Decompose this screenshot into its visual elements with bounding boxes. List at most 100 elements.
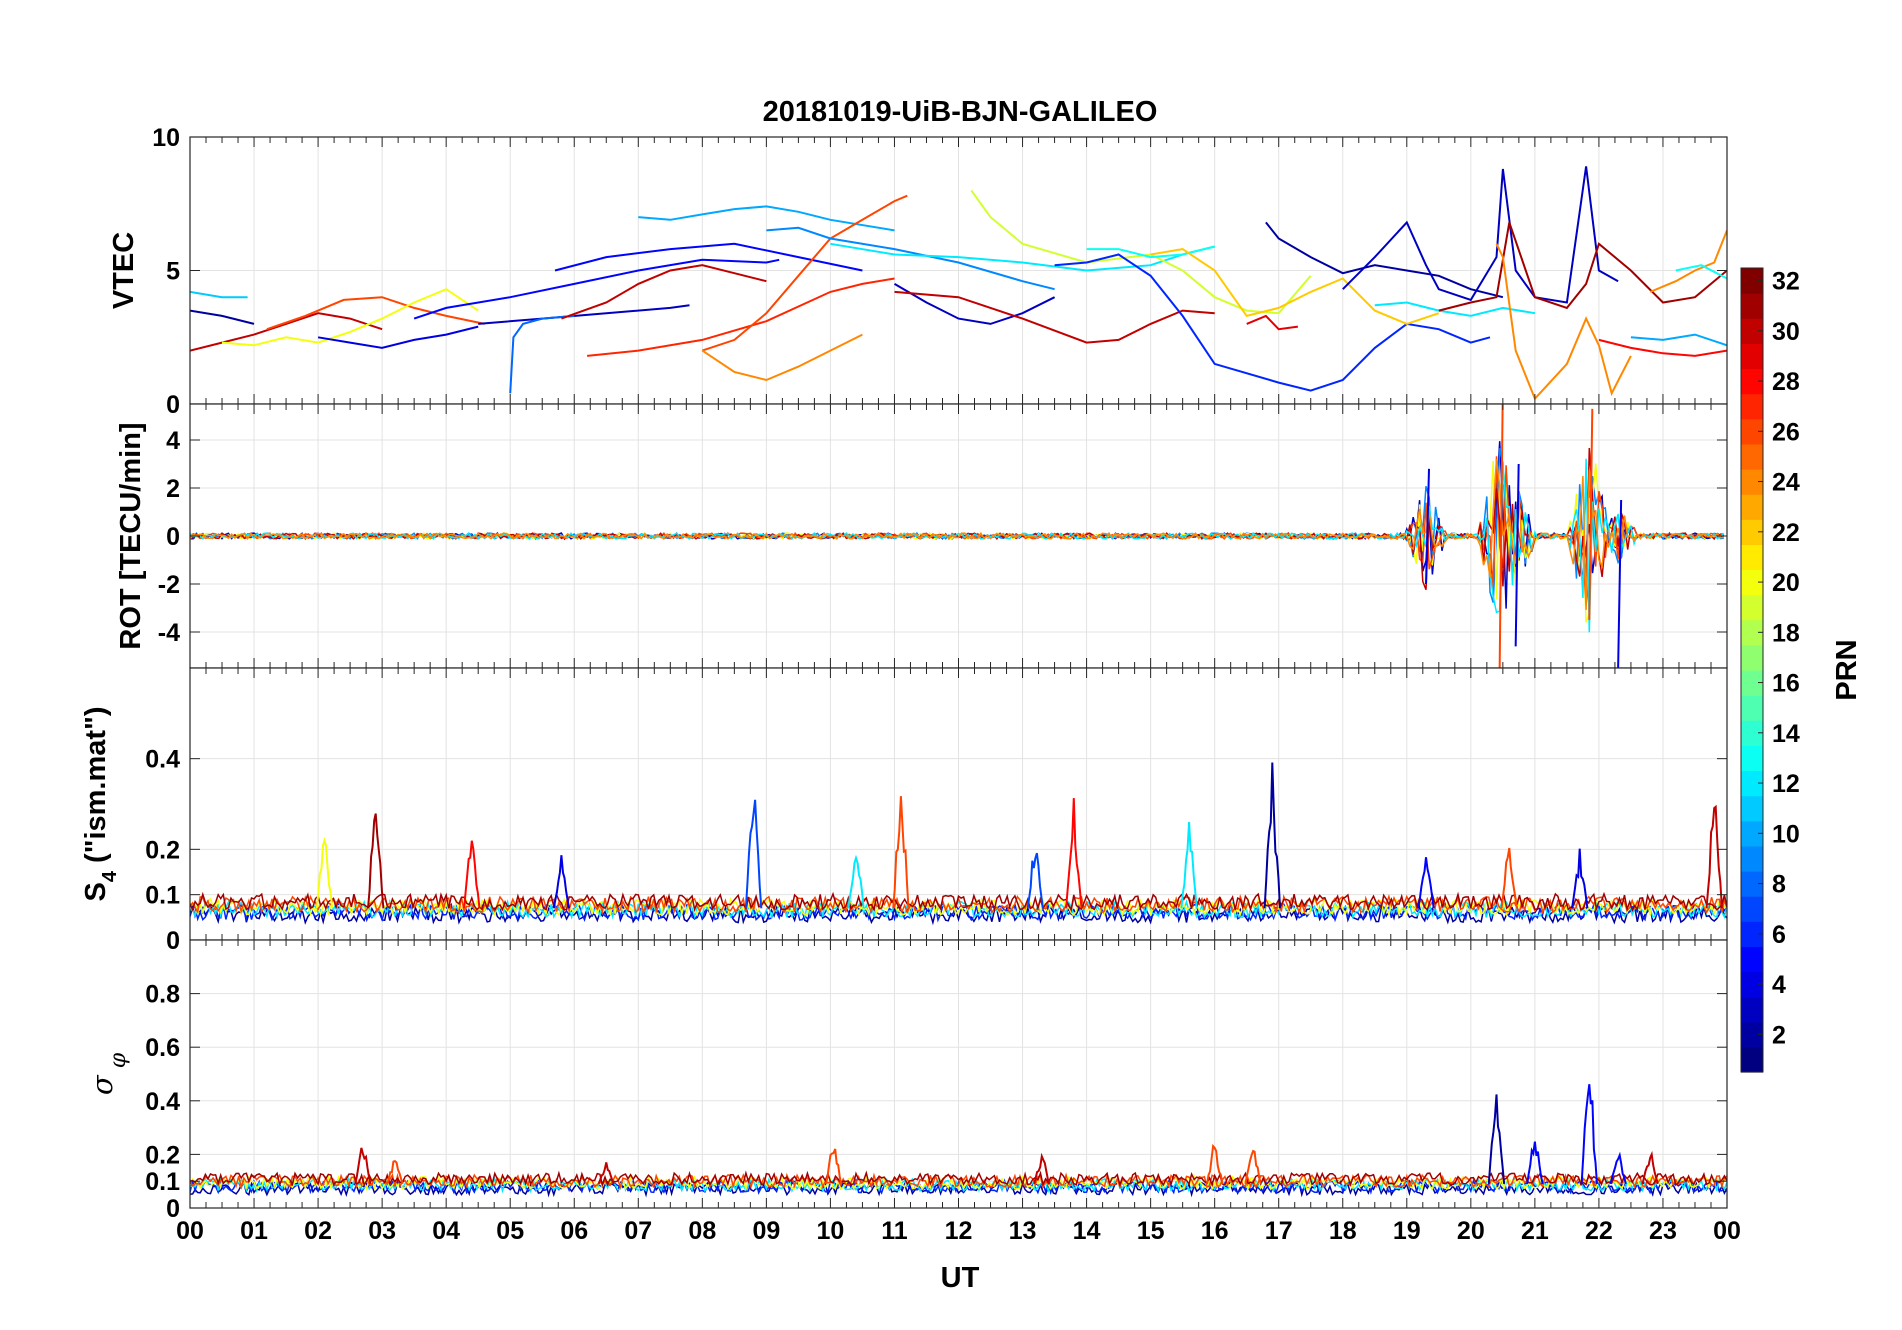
panel-rot: -4 -2 0 2 4 ROT [TECU/min] [115, 403, 1728, 669]
y-tick-label: 0 [166, 523, 180, 551]
vtec-series-prn-4 [317, 325, 479, 349]
x-tick-label: 03 [368, 1217, 396, 1245]
x-tick-label: 00 [176, 1217, 204, 1245]
x-tick-label: 13 [1009, 1217, 1037, 1245]
x-ticks [189, 940, 1728, 1208]
vtec-series-prn-5 [554, 242, 863, 272]
spike-prn-12 [1180, 821, 1198, 909]
spike-prn-7 [744, 799, 763, 909]
colorbar-segment [1741, 1021, 1763, 1048]
colorbar-segment [1741, 343, 1763, 370]
vtec-series-prn-31 [1438, 222, 1727, 312]
y-tick-label: 0 [166, 1195, 180, 1223]
series-prn-2 [190, 1179, 1727, 1198]
colorbar-label: PRN [1831, 639, 1863, 700]
rot-series-prn-24 [190, 458, 1724, 610]
x-tick-label: 01 [240, 1217, 268, 1245]
spike-prn-2 [1263, 762, 1281, 909]
y-tick-label: 0.1 [145, 1168, 180, 1196]
colorbar-tick-label: 20 [1772, 569, 1800, 597]
x-tick-label: 20 [1457, 1217, 1485, 1245]
spike-prn-31 [367, 813, 385, 909]
chart-title: 20181019-UiB-BJN-GALILEO [763, 96, 1158, 128]
x-tick-label: 04 [432, 1217, 460, 1245]
colorbar-segment [1741, 996, 1763, 1023]
colorbar-segment [1741, 720, 1763, 746]
colorbar-tick-label: 16 [1772, 670, 1800, 698]
x-axis-label: UT [941, 1262, 980, 1294]
series-prn-31 [190, 891, 1727, 913]
series-prn-31 [190, 1170, 1727, 1188]
colorbar-segment [1741, 544, 1763, 571]
y-tick-label: 5 [166, 258, 180, 286]
colorbar-segment [1741, 393, 1763, 420]
spike-prn-30 [354, 1147, 372, 1185]
x-tick-label: 10 [817, 1217, 845, 1245]
colorbar-segment [1741, 293, 1763, 319]
colorbar-segment [1741, 469, 1763, 495]
spike-prn-26 [1500, 847, 1518, 909]
x-tick-label: 15 [1137, 1217, 1165, 1245]
vtec-series-prn-10 [1630, 333, 1727, 347]
colorbar-segment [1741, 494, 1763, 520]
vtec-series-prn-5 [413, 258, 780, 320]
y-axis-label-main: S [80, 882, 112, 901]
colorbar-segment [1741, 745, 1763, 772]
spike-prn-28 [1065, 798, 1083, 909]
vtec-series-prn-11 [190, 290, 248, 299]
spike-prn-30 [1641, 1150, 1659, 1185]
y-tick-label: 0.4 [145, 746, 180, 774]
vtec-series-prn-10 [638, 205, 895, 232]
vtec-series-prn-20 [221, 288, 479, 347]
colorbar-segment [1741, 896, 1763, 922]
series-prn-26 [190, 1172, 1727, 1190]
y-axis-label-main: σ [85, 1074, 119, 1095]
series-prn-20 [190, 896, 1727, 918]
vtec-series-prn-3 [478, 304, 690, 325]
vtec-series-prn-26 [266, 296, 485, 331]
vtec-series-prn-3 [893, 283, 1056, 325]
vtec-series-prn-2 [1265, 221, 1504, 299]
vtec-series-prn-27 [586, 277, 895, 357]
x-tick-label: 11 [881, 1217, 908, 1245]
x-tick-label: 09 [752, 1217, 780, 1245]
series-prn-20 [190, 1174, 1727, 1192]
colorbar-segment [1741, 519, 1763, 545]
plot-area [190, 166, 1727, 401]
rot-burst [1498, 404, 1504, 668]
y-tick-label: 2 [166, 475, 180, 503]
y-tick-label: -4 [158, 619, 180, 647]
y-axis-label: VTEC [108, 232, 140, 309]
colorbar-tick-label: 26 [1772, 418, 1800, 446]
vtec-series-prn-13 [1675, 264, 1727, 280]
vtec-series-prn-12 [830, 242, 1215, 272]
y-tick-label: 0 [166, 927, 180, 955]
y-axis-label-sub: 4 [99, 870, 121, 882]
x-tick-label: 18 [1329, 1217, 1357, 1245]
spike-prn-26 [1244, 1149, 1262, 1185]
colorbar-segment [1741, 619, 1763, 646]
spike-prn-28 [463, 840, 481, 909]
rot-burst [1588, 408, 1594, 621]
colorbar-segment [1741, 820, 1763, 847]
colorbar-border [1740, 267, 1764, 1073]
spike-prn-12 [847, 854, 865, 909]
colorbar-segment [1741, 770, 1763, 797]
colorbar-tick-label: 22 [1772, 519, 1800, 547]
colorbar-tick-label: 24 [1772, 469, 1800, 497]
y-axis-label-rest: ("ism.mat") [80, 707, 112, 871]
colorbar-segment [1741, 670, 1763, 696]
x-tick-label: 12 [945, 1217, 973, 1245]
spike-prn-5 [1526, 1141, 1544, 1185]
x-tick-label: 00 [1713, 1217, 1741, 1245]
spike-prn-30 [597, 1162, 615, 1185]
colorbar-tick-label: 14 [1772, 720, 1800, 748]
vtec-series-prn-28 [1598, 338, 1727, 357]
vtec-series-prn-3 [1342, 166, 1619, 304]
x-tick-label: 06 [560, 1217, 588, 1245]
x-tick-label: 05 [496, 1217, 524, 1245]
spike-prn-30 [1033, 1152, 1051, 1185]
